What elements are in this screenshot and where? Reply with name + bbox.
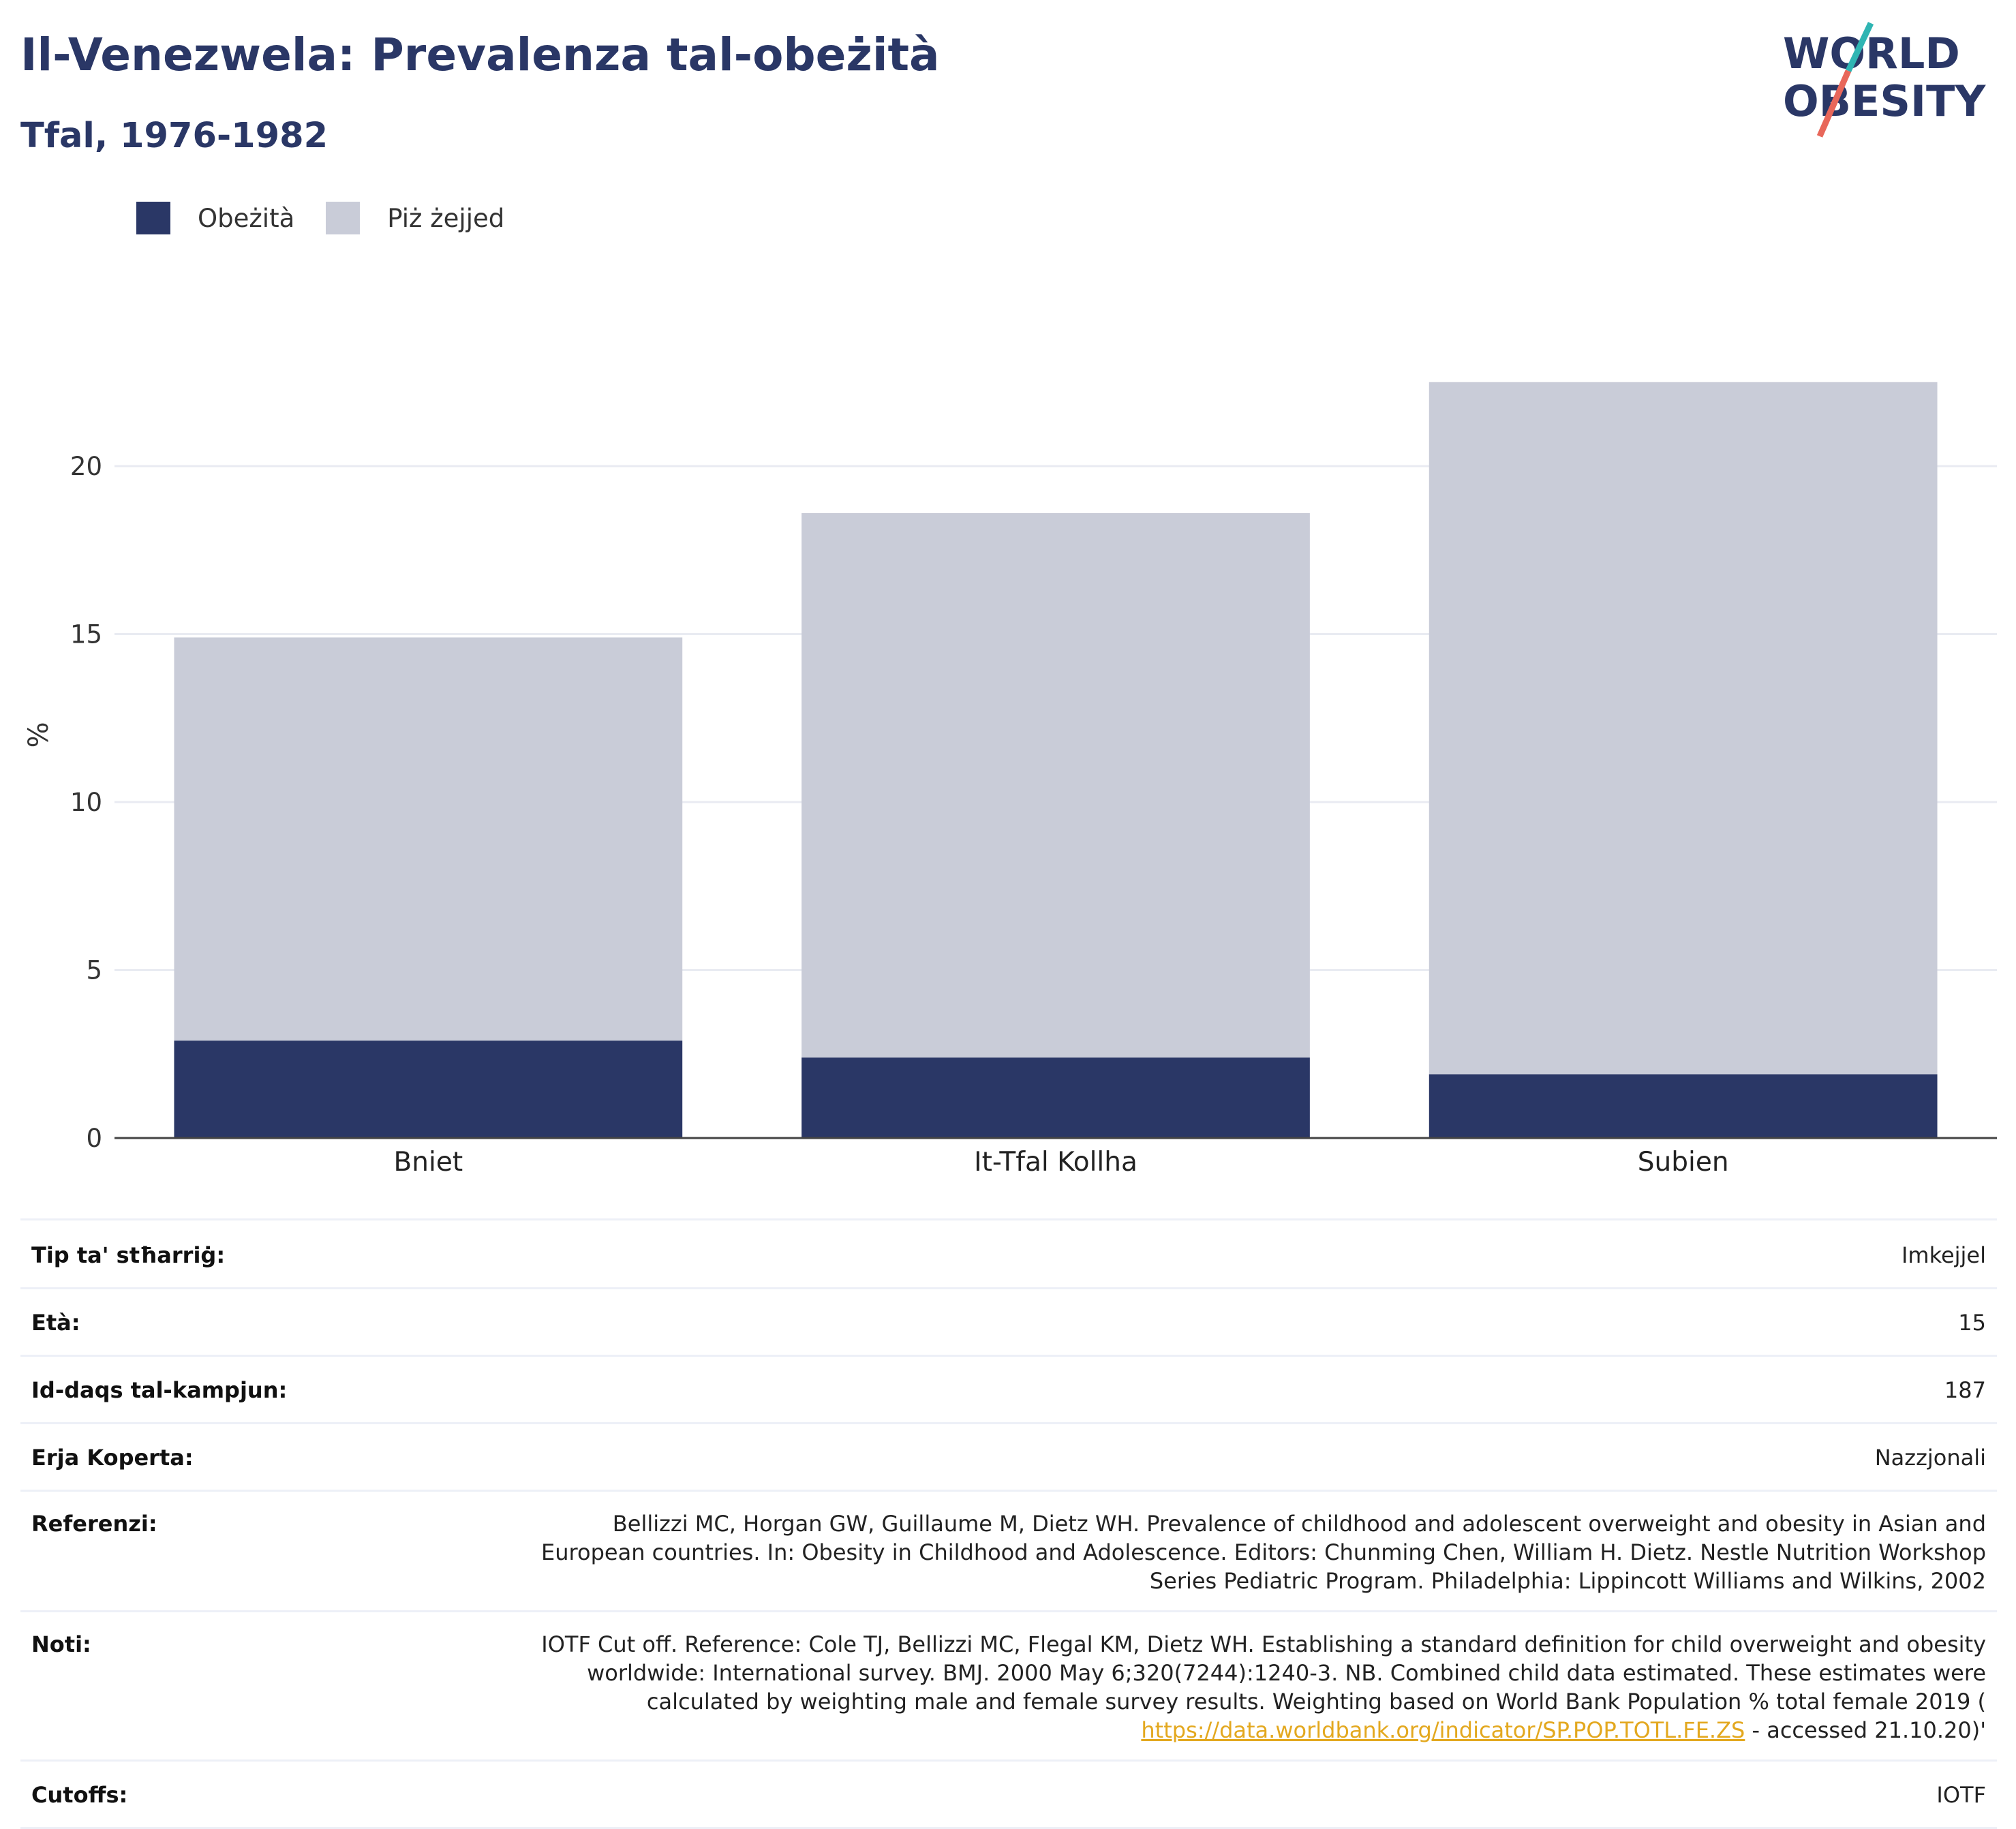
y-axis-label: % (23, 722, 55, 748)
note-line: IOTF Cut off. Reference: Cole TJ, Belliz… (541, 1631, 1986, 1657)
info-key: Noti: (20, 1610, 397, 1761)
legend-swatch-obesity (136, 202, 170, 234)
bar-overweight (801, 513, 1310, 1058)
svg-text:OBESITY: OBESITY (1783, 76, 1986, 126)
info-row-notes: Noti: IOTF Cut off. Reference: Cole TJ, … (20, 1610, 1997, 1761)
y-tick-label: 15 (70, 620, 102, 649)
info-key: Età: (20, 1287, 397, 1356)
info-value: Nazzjonali (397, 1422, 1997, 1491)
reference-line: European countries. In: Obesity in Child… (541, 1539, 1986, 1565)
survey-info-table: Tip ta' stħarriġ: Imkejjel Età: 15 Id-da… (20, 1218, 1997, 1829)
y-tick-label: 0 (86, 1124, 102, 1153)
info-row-references: Referenzi: Bellizzi MC, Horgan GW, Guill… (20, 1490, 1997, 1612)
info-key: Erja Koperta: (20, 1422, 397, 1491)
reference-line: Series Pediatric Program. Philadelphia: … (1149, 1568, 1986, 1594)
info-key: Tip ta' stħarriġ: (20, 1218, 397, 1289)
info-row-cutoffs: Cutoffs: IOTF (20, 1759, 1997, 1829)
info-value: IOTF (397, 1759, 1997, 1829)
page-title: Il-Venezwela: Prevalenza tal-obeżità (20, 29, 940, 81)
x-tick-label: It-Tfal Kollha (974, 1147, 1137, 1178)
info-key: Cutoffs: (20, 1759, 397, 1829)
bar-obesity (1429, 1074, 1938, 1138)
worldbank-link[interactable]: https://data.worldbank.org/indicator/SP.… (1141, 1717, 1745, 1743)
info-row-sample-size: Id-daqs tal-kampjun: 187 (20, 1355, 1997, 1424)
legend-swatch-overweight (326, 202, 361, 234)
info-value: Imkejjel (397, 1218, 1997, 1289)
info-key: Id-daqs tal-kampjun: (20, 1355, 397, 1424)
info-row-area: Erja Koperta: Nazzjonali (20, 1422, 1997, 1491)
reference-line: Bellizzi MC, Horgan GW, Guillaume M, Die… (612, 1511, 1986, 1537)
world-obesity-logo: WORLD OBESITY (1783, 22, 1986, 138)
info-key: Referenzi: (20, 1490, 397, 1612)
info-value: 15 (397, 1287, 1997, 1356)
info-row-survey-type: Tip ta' stħarriġ: Imkejjel (20, 1218, 1997, 1289)
stacked-bar-chart: 0 5 10 15 20% Bniet It-Tfal Kollha Subien (23, 382, 1997, 1178)
legend-item-obesity[interactable]: Obeżità (136, 202, 294, 234)
bar-obesity (174, 1041, 683, 1138)
legend-label-overweight: Piż żejjed (387, 203, 505, 233)
legend-item-overweight[interactable]: Piż żejjed (326, 202, 504, 234)
info-value: Bellizzi MC, Horgan GW, Guillaume M, Die… (397, 1490, 1997, 1612)
info-row-age: Età: 15 (20, 1287, 1997, 1356)
y-tick-label: 10 (70, 788, 102, 817)
legend-label-obesity: Obeżità (198, 203, 295, 233)
chart-legend: Obeżità Piż żejjed (136, 202, 518, 234)
bar-obesity (801, 1057, 1310, 1138)
x-tick-label: Bniet (394, 1147, 463, 1178)
bar-overweight (1429, 382, 1938, 1075)
note-tail: - accessed 21.10.20)' (1745, 1717, 1987, 1743)
y-tick-label: 20 (70, 452, 102, 481)
info-value: IOTF Cut off. Reference: Cole TJ, Belliz… (397, 1610, 1997, 1761)
note-line: calculated by weighting male and female … (646, 1689, 1986, 1715)
info-value: 187 (397, 1355, 1997, 1424)
svg-text:WORLD: WORLD (1783, 29, 1960, 78)
bar-overweight (174, 637, 683, 1041)
note-line-with-link: https://data.worldbank.org/indicator/SP.… (408, 1716, 1986, 1745)
page-subtitle: Tfal, 1976-1982 (20, 116, 329, 156)
x-tick-label: Subien (1638, 1147, 1729, 1178)
note-line: worldwide: International survey. BMJ. 20… (587, 1660, 1986, 1686)
y-tick-label: 5 (86, 956, 102, 985)
